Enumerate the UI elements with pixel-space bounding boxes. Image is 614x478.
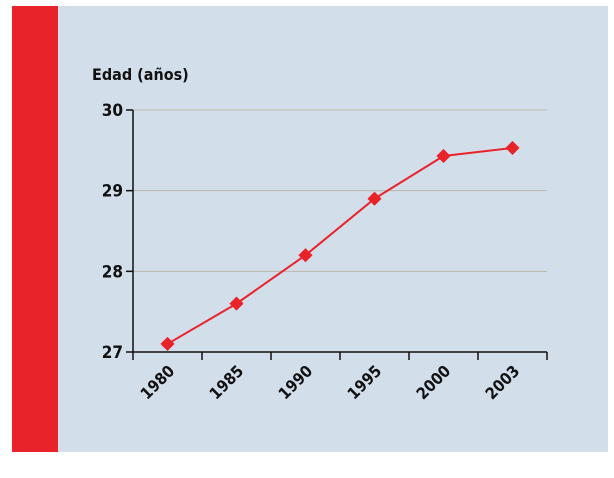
marker	[298, 248, 313, 263]
marker	[367, 191, 382, 206]
marker	[505, 140, 520, 155]
marker	[160, 336, 175, 352]
y-tick-label: 30	[102, 101, 123, 121]
line	[166, 146, 513, 345]
y-tick-label: 29	[102, 182, 123, 202]
y-tick-label: 28	[102, 262, 123, 282]
red-strip	[12, 6, 58, 452]
panel	[58, 6, 608, 452]
marker	[436, 148, 451, 164]
y-axis-label: Edad (años)	[92, 65, 189, 84]
marker	[229, 296, 244, 311]
y-tick-label: 27	[102, 343, 123, 363]
